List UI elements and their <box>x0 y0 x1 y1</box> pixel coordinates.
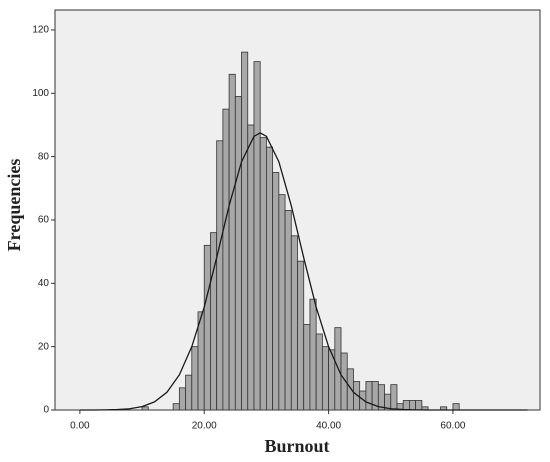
y-tick-label: 120 <box>32 25 49 36</box>
bar <box>278 194 286 411</box>
bar <box>234 96 242 411</box>
y-tick-label: 60 <box>38 215 50 226</box>
bar <box>216 140 224 411</box>
bar <box>228 73 236 411</box>
bar <box>197 311 205 411</box>
bar <box>241 51 249 411</box>
bar <box>203 244 211 411</box>
bar <box>346 368 354 411</box>
y-tick-label: 40 <box>38 278 50 289</box>
bar <box>321 346 329 411</box>
bar <box>315 333 323 411</box>
y-tick-label: 0 <box>43 405 49 416</box>
bar <box>303 324 311 411</box>
bar <box>297 260 305 411</box>
y-axis-title: Frequencies <box>4 159 24 252</box>
y-tick-label: 80 <box>38 151 50 162</box>
bar <box>259 137 267 411</box>
bar <box>247 124 255 411</box>
bar <box>272 172 280 411</box>
bar <box>415 400 423 411</box>
bar <box>222 108 230 411</box>
bar <box>390 384 398 411</box>
x-axis-title: Burnout <box>264 436 329 456</box>
bar <box>185 374 193 411</box>
x-tick-label: 0.00 <box>70 421 90 432</box>
bar <box>266 146 274 411</box>
x-tick-label: 20.00 <box>192 421 217 432</box>
bar <box>172 403 180 411</box>
x-tick-label: 40.00 <box>316 421 341 432</box>
normal-curve <box>79 132 528 411</box>
bar <box>402 400 410 411</box>
bar <box>178 387 186 411</box>
bar <box>309 298 317 411</box>
y-tick-label: 100 <box>32 88 49 99</box>
bar <box>141 406 149 411</box>
bar <box>284 210 292 411</box>
bar <box>452 403 460 411</box>
y-tick-label: 20 <box>38 341 50 352</box>
bar <box>253 61 261 411</box>
bar <box>409 400 417 411</box>
bar <box>365 381 373 411</box>
bar <box>290 235 298 411</box>
bar <box>191 346 199 411</box>
x-tick-label: 60.00 <box>440 421 465 432</box>
